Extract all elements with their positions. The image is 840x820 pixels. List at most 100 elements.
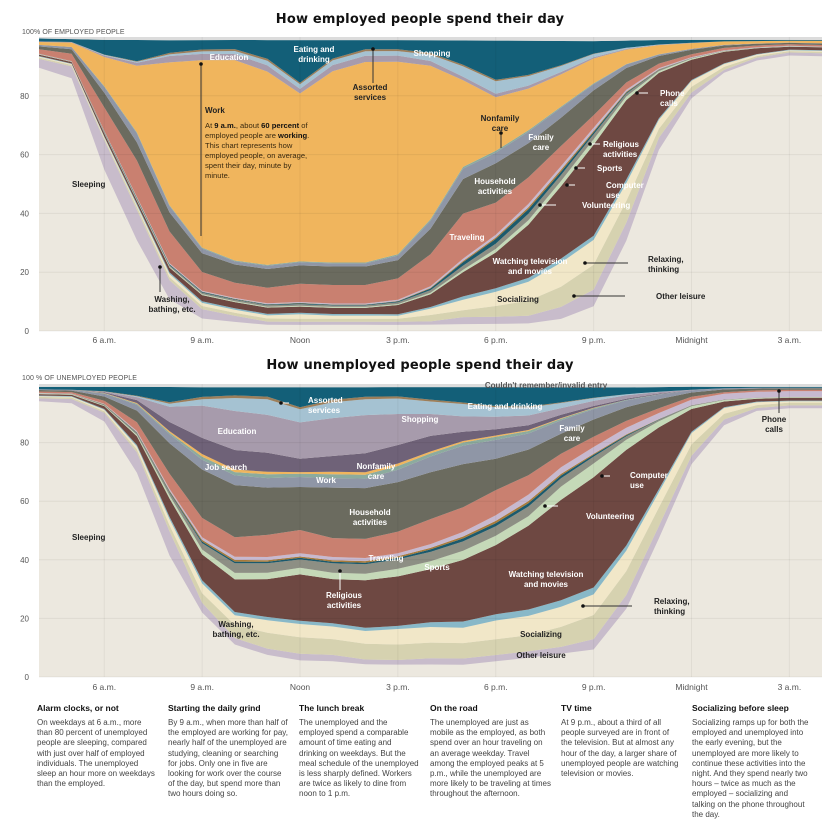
note-text: Socializing ramps up for both the employ… bbox=[692, 718, 809, 819]
x-tick-label: Noon bbox=[290, 335, 311, 345]
x-tick-label: 9 p.m. bbox=[582, 682, 606, 692]
annotation-watching-television-and-movies: Watching television and movies bbox=[493, 257, 568, 276]
annotation-socializing: Socializing bbox=[520, 630, 562, 639]
annotation-dot bbox=[635, 91, 639, 95]
note-alarm-clocks: Alarm clocks, or not On weekdays at 6 a.… bbox=[37, 703, 168, 820]
annotation-dot bbox=[600, 474, 604, 478]
employed-chart: 0 20 40 60 80 6 a.m. 9 a.m. Noon 3 p.m. 6 p.m. 9 p… bbox=[20, 37, 822, 345]
annotation-family-care: Family care bbox=[559, 424, 585, 443]
annotation-religious-activities: Religious activities bbox=[603, 140, 640, 159]
note-tv-time: TV time At 9 p.m., about a third of all … bbox=[561, 703, 692, 820]
annotation-sleeping: Sleeping bbox=[72, 180, 105, 189]
employed-y-axis-caption: 100% OF EMPLOYED PEOPLE bbox=[22, 29, 125, 36]
annotation-dot bbox=[565, 183, 569, 187]
y-tick-label: 0 bbox=[25, 673, 30, 682]
note-on-the-road: On the road The unemployed are just as m… bbox=[430, 703, 561, 820]
area-education bbox=[39, 40, 822, 98]
x-tick-label: 6 a.m. bbox=[92, 335, 116, 345]
annotation-eating-and-drinking: Eating and drinking bbox=[468, 402, 543, 411]
annotation-volunteering: Volunteering bbox=[582, 201, 630, 210]
annotation-socializing: Socializing bbox=[497, 295, 539, 304]
note-socializing: Socializing before sleep Socializing ram… bbox=[692, 703, 823, 820]
area-watching-television-and-movies bbox=[39, 394, 822, 628]
stacked-areas bbox=[39, 37, 822, 331]
annotation-sports: Sports bbox=[597, 164, 623, 173]
y-tick-label: 60 bbox=[20, 497, 29, 506]
x-tick-label: 9 p.m. bbox=[582, 335, 606, 345]
note-daily-grind: Starting the daily grind By 9 a.m., when… bbox=[168, 703, 299, 820]
area-volunteering bbox=[39, 393, 822, 574]
x-tick-label: Midnight bbox=[675, 335, 708, 345]
annotation-computer-use: Computer use bbox=[630, 471, 668, 490]
note-title: The lunch break bbox=[299, 703, 365, 713]
x-tick-label: 3 a.m. bbox=[778, 682, 802, 692]
area-family-care bbox=[39, 42, 822, 269]
annotation-dot bbox=[574, 166, 578, 170]
annotation-dot bbox=[199, 62, 203, 66]
callout-text: At 9 a.m., about 60 percent of employed … bbox=[205, 121, 310, 180]
note-text: On weekdays at 6 a.m., more than 80 perc… bbox=[37, 718, 155, 789]
y-tick-label: 60 bbox=[20, 151, 29, 160]
annotation-other-leisure: Other leisure bbox=[656, 292, 706, 301]
area-sleeping bbox=[39, 401, 822, 677]
annotation-sleeping: Sleeping bbox=[72, 533, 105, 542]
note-lunch-break: The lunch break The unemployed and the e… bbox=[299, 703, 430, 820]
note-title: Starting the daily grind bbox=[168, 703, 261, 713]
notes-row: Alarm clocks, or not On weekdays at 6 a.… bbox=[37, 703, 827, 820]
annotation-assorted-services: Assorted services bbox=[353, 83, 388, 102]
area-watching-television-and-movies bbox=[39, 46, 822, 315]
area-couldn-t-remember-invalid-entry bbox=[39, 37, 822, 42]
annotation-dot bbox=[543, 504, 547, 508]
annotation-nonfamily-care: Nonfamily care bbox=[481, 114, 520, 133]
annotation-household-activities: Household activities bbox=[474, 177, 515, 196]
area-sleeping bbox=[39, 55, 822, 331]
annotation-dot bbox=[499, 131, 503, 135]
annotation-dot bbox=[538, 203, 542, 207]
annotation-volunteering: Volunteering bbox=[586, 512, 634, 521]
note-text: By 9 a.m., when more than half of the em… bbox=[168, 718, 288, 799]
x-tick-label: 6 p.m. bbox=[484, 682, 508, 692]
x-tick-label: Midnight bbox=[675, 682, 708, 692]
annotation-dot bbox=[338, 569, 342, 573]
annotation-dot bbox=[777, 389, 781, 393]
annotation-household-activities: Household activities bbox=[349, 508, 390, 527]
annotation-shopping: Shopping bbox=[402, 415, 439, 424]
area-washing-bathing-etc bbox=[39, 398, 822, 665]
unemployed-y-axis-caption: 100 % OF UNEMPLOYED PEOPLE bbox=[22, 375, 138, 382]
x-tick-label: 6 a.m. bbox=[92, 682, 116, 692]
area-shopping bbox=[39, 387, 822, 423]
note-text: At 9 p.m., about a third of all people s… bbox=[561, 718, 679, 779]
annotation-washing-bathing-etc: Washing, bathing, etc. bbox=[212, 620, 259, 639]
y-tick-label: 40 bbox=[20, 556, 29, 565]
unemployed-chart: 0 20 40 60 80 6 a.m. 9 a.m. Noon 3 p.m. 6 p.m. 9 p… bbox=[20, 381, 822, 692]
annotation-dot bbox=[583, 261, 587, 265]
note-text: The unemployed and the employed spend a … bbox=[299, 718, 419, 799]
y-tick-label: 80 bbox=[20, 92, 29, 101]
y-tick-label: 20 bbox=[20, 614, 29, 623]
annotation-job-search: Job search bbox=[205, 463, 247, 472]
y-tick-label: 40 bbox=[20, 209, 29, 218]
annotation-traveling: Traveling bbox=[449, 233, 484, 242]
x-tick-label: 3 p.m. bbox=[386, 335, 410, 345]
note-title: On the road bbox=[430, 703, 478, 713]
area-couldn-t-remember-invalid-entry bbox=[39, 384, 822, 388]
annotation-computer-use: Computer use bbox=[606, 181, 644, 200]
area-assorted-services bbox=[39, 387, 822, 410]
annotation-phone-calls: Phone calls bbox=[660, 89, 685, 108]
area-phone-calls bbox=[39, 391, 822, 562]
note-title: Socializing before sleep bbox=[692, 703, 789, 713]
area-work bbox=[39, 40, 822, 265]
annotation-nonfamily-care: Nonfamily care bbox=[357, 462, 396, 481]
area-job-search bbox=[39, 387, 822, 473]
x-tick-label: 3 p.m. bbox=[386, 682, 410, 692]
note-title: TV time bbox=[561, 703, 592, 713]
annotation-assorted-services: Assorted services bbox=[308, 396, 343, 415]
x-tick-label: 9 a.m. bbox=[190, 682, 214, 692]
work-callout: Work At 9 a.m., about 60 percent of emplo… bbox=[205, 106, 310, 180]
y-tick-label: 80 bbox=[20, 439, 29, 448]
annotation-relaxing-thinking: Relaxing, thinking bbox=[648, 255, 684, 274]
employed-chart-title: How employed people spend their day bbox=[275, 12, 565, 27]
annotation-dot bbox=[572, 294, 576, 298]
annotation-education: Education bbox=[218, 427, 257, 436]
y-tick-label: 20 bbox=[20, 268, 29, 277]
